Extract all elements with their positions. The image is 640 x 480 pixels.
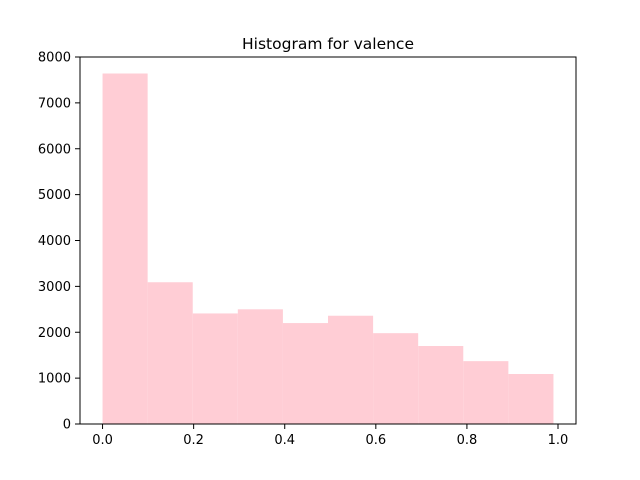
histogram-bar xyxy=(282,323,328,424)
plot-frame xyxy=(79,56,577,425)
bars-layer xyxy=(102,73,554,424)
histogram-bar xyxy=(373,333,419,424)
x-axis: 0.0 0.2 0.4 0.6 0.8 1.0 xyxy=(92,424,568,448)
x-tick-label: 0.6 xyxy=(365,433,386,448)
y-axis: 0 1000 2000 3000 4000 5000 6000 7000 8000 xyxy=(38,51,80,433)
y-tick-label: 7000 xyxy=(38,96,71,111)
x-tick-label: 0.8 xyxy=(457,433,478,448)
histogram-bar xyxy=(508,373,554,424)
x-tick-label: 1.0 xyxy=(548,433,569,448)
histogram-bar xyxy=(328,315,374,424)
y-tick-label: 6000 xyxy=(38,142,71,157)
y-tick-label: 1000 xyxy=(38,372,71,387)
y-tick-label: 5000 xyxy=(38,188,71,203)
y-tick-label: 2000 xyxy=(38,326,71,341)
y-tick-label: 0 xyxy=(63,418,71,433)
histogram-bar xyxy=(192,313,238,424)
histogram-bar xyxy=(147,282,193,424)
x-tick-label: 0.0 xyxy=(92,433,113,448)
x-tick-label: 0.4 xyxy=(274,433,295,448)
histogram-bar xyxy=(102,73,148,424)
y-tick-label: 3000 xyxy=(38,280,71,295)
histogram-bar xyxy=(237,309,283,424)
y-tick-label: 8000 xyxy=(38,51,71,66)
chart-title: Histogram for valence xyxy=(242,35,414,53)
histogram-bar xyxy=(463,361,509,424)
x-tick-label: 0.2 xyxy=(183,433,204,448)
y-tick-label: 4000 xyxy=(38,234,71,249)
histogram-bar xyxy=(418,346,464,424)
